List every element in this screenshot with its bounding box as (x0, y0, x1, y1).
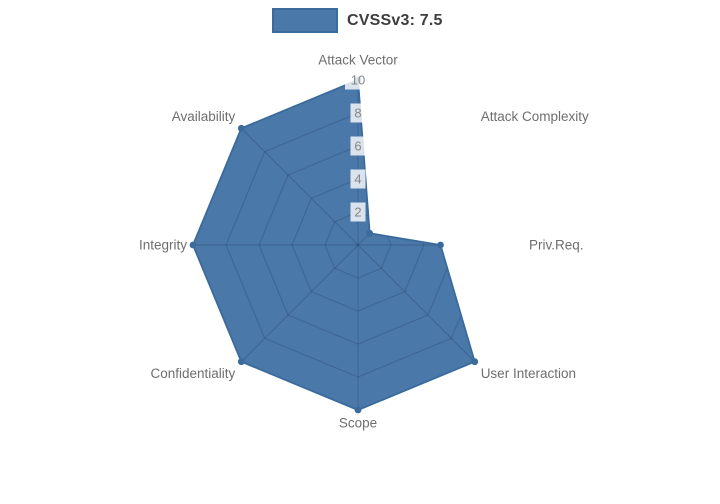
axis-label-priv-req-: Priv.Req. (529, 238, 584, 253)
radar-vertex-marker (354, 406, 362, 414)
radar-vertex-marker (189, 241, 197, 249)
axis-label-attack-complexity: Attack Complexity (481, 109, 589, 124)
legend-swatch-icon (272, 8, 338, 33)
axis-label-user-interaction: User Interaction (481, 366, 576, 381)
radial-tick-label: 2 (354, 205, 361, 220)
legend-item[interactable]: CVSSv3: 7.5 (272, 8, 443, 33)
grid-spoke (357, 244, 475, 363)
grid-spoke (240, 127, 359, 246)
grid-spoke (240, 244, 359, 363)
radar-vertex-marker (237, 358, 245, 366)
radial-tick-label: 6 (354, 139, 361, 154)
radar-vertex-marker (366, 229, 374, 237)
radar-vertex-marker (471, 358, 479, 366)
axis-label-attack-vector: Attack Vector (318, 53, 398, 68)
radar-vertex-marker (237, 124, 245, 132)
radial-tick-box (350, 136, 366, 156)
axis-label-integrity: Integrity (139, 238, 187, 253)
legend-label: CVSSv3: 7.5 (347, 11, 443, 29)
radial-tick-label: 4 (354, 172, 361, 187)
radial-tick-label: 10 (351, 73, 365, 88)
radial-tick-box (350, 169, 366, 189)
radar-vertex-marker (437, 241, 444, 249)
grid-spoke (357, 127, 475, 246)
axis-label-confidentiality: Confidentiality (151, 366, 236, 381)
axis-label-scope: Scope (339, 416, 377, 431)
radial-tick-box (345, 70, 371, 90)
radar-fill-polygon (193, 80, 475, 410)
axis-label-availability: Availability (172, 109, 236, 124)
radial-tick-box (350, 202, 366, 222)
radial-tick-box (350, 103, 366, 123)
radial-tick-label: 8 (354, 106, 361, 121)
